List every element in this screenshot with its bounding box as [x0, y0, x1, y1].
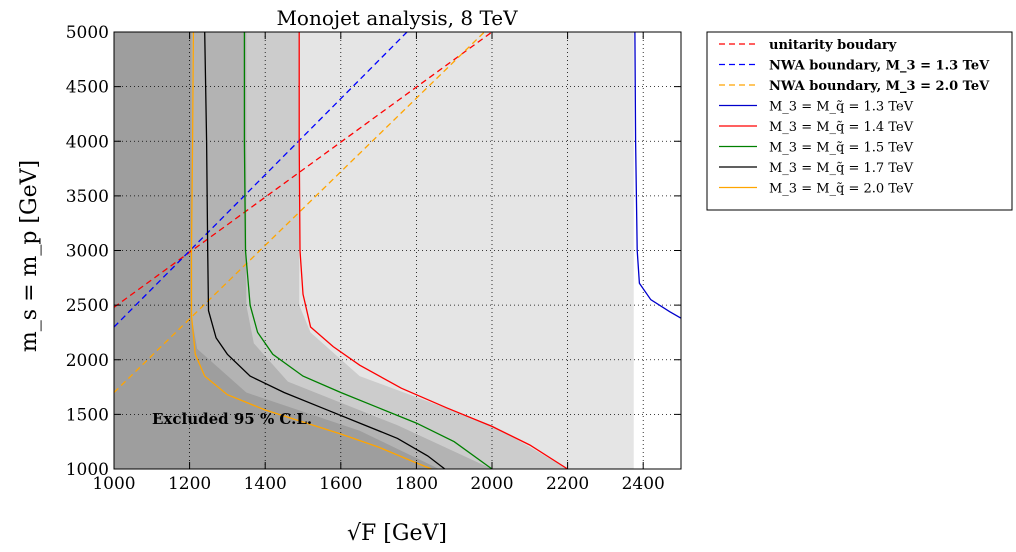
x-axis-label: √F [GeV] — [347, 521, 447, 546]
series-lines — [113, 31, 682, 470]
y-tick-label-5: 3500 — [66, 187, 109, 207]
legend-box — [706, 31, 1013, 211]
x-tick-label-3: 1600 — [319, 474, 362, 494]
y-tick-label-2: 2000 — [66, 351, 109, 371]
legend-label-1: NWA boundary, M_3 = 1.3 TeV — [769, 59, 990, 74]
y-axis-label: m_s = m_p [GeV] — [17, 160, 42, 352]
excluded-regions — [114, 32, 681, 469]
y-tick-label-4: 3000 — [66, 242, 109, 262]
excluded-region-3 — [114, 32, 440, 469]
y-tick-label-3: 2500 — [66, 296, 109, 316]
x-tick-label-5: 2000 — [470, 474, 513, 494]
axis-ticks: 1000 1200 1400 1600 1800 2000 2200 2400 1000 1500… — [66, 23, 681, 494]
y-tick-label-1: 1500 — [66, 405, 109, 425]
x-tick-label-2: 1400 — [244, 474, 287, 494]
x-tick-label-4: 1800 — [395, 474, 438, 494]
legend-label-3: M_3 = M_q̃ = 1.3 TeV — [769, 100, 914, 115]
series-line-0 — [113, 31, 493, 308]
x-tick-label-7: 2400 — [622, 474, 665, 494]
series-line-3 — [634, 31, 682, 319]
y-tick-label-8: 5000 — [66, 23, 109, 43]
series-line-7 — [190, 31, 432, 470]
legend-label-4: M_3 = M_q̃ = 1.4 TeV — [769, 120, 914, 135]
legend-label-7: M_3 = M_q̃ = 2.0 TeV — [769, 182, 914, 197]
series-line-6 — [204, 31, 446, 470]
series-line-4 — [298, 32, 568, 470]
series-line-2 — [113, 31, 485, 393]
y-tick-label-7: 4500 — [66, 78, 109, 98]
legend-label-2: NWA boundary, M_3 = 2.0 TeV — [769, 79, 990, 94]
legend: unitarity boudary NWA boundary, M_3 = 1.3… — [706, 31, 1013, 211]
y-tick-label-0: 1000 — [66, 460, 109, 480]
grid — [114, 32, 681, 469]
chart-title: Monojet analysis, 8 TeV — [276, 6, 518, 30]
x-tick-label-6: 2200 — [546, 474, 589, 494]
annotation-excluded: Excluded 95 % C.L. — [152, 410, 312, 428]
series-line-5 — [243, 32, 493, 470]
y-tick-label-6: 4000 — [66, 132, 109, 152]
legend-label-0: unitarity boudary — [769, 38, 897, 53]
legend-label-5: M_3 = M_q̃ = 1.5 TeV — [769, 141, 914, 156]
legend-label-6: M_3 = M_q̃ = 1.7 TeV — [769, 161, 914, 176]
x-tick-label-0: 1000 — [92, 474, 135, 494]
x-tick-label-1: 1200 — [168, 474, 211, 494]
